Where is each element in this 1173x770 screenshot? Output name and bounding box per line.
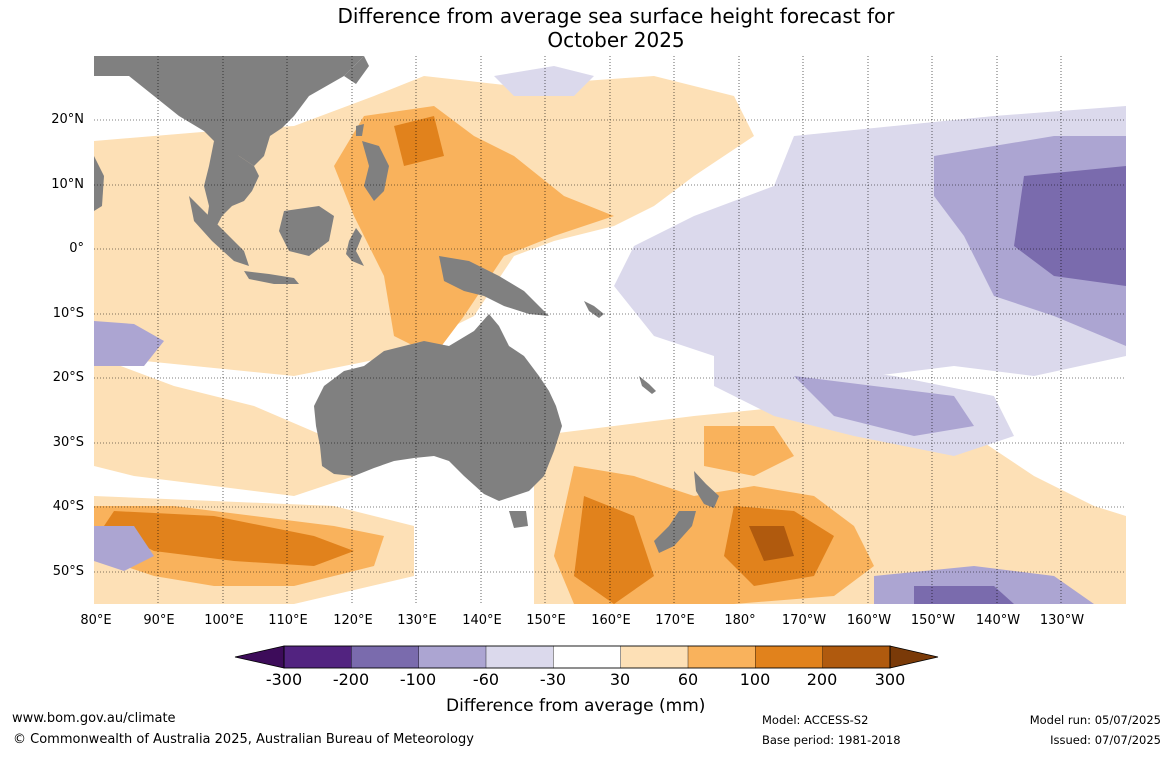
lon-label-90e: 90°E [143, 613, 175, 628]
asia-mainland [94, 56, 364, 166]
positive-anomaly-regions [94, 76, 1126, 604]
colorbar-tick: -300 [265, 670, 303, 689]
lat-label-30s: 30°S [52, 435, 84, 450]
borneo [279, 206, 334, 256]
lon-label-140w: 140°W [975, 613, 1021, 628]
new-guinea [439, 256, 549, 316]
taiwan [356, 124, 364, 136]
sea-surface-height-map [94, 56, 1126, 604]
colorbar-swatch [485, 645, 555, 669]
colorbar-extend-high [890, 646, 938, 668]
lat-label-20n: 20°N [51, 112, 84, 127]
issued-date: Issued: 07/07/2025 [1050, 733, 1161, 747]
lon-label-80e: 80°E [80, 613, 112, 628]
colorbar-tick: -30 [539, 670, 567, 689]
lon-label-150e: 150°E [526, 613, 566, 628]
colorbar-tick: 200 [806, 670, 838, 689]
lat-label-20s: 20°S [52, 370, 84, 385]
colorbar-tick: -200 [332, 670, 370, 689]
colorbar-title: Difference from average (mm) [446, 696, 706, 716]
map-title-line1: Difference from average sea surface heig… [337, 4, 895, 28]
land-masses [94, 56, 719, 553]
lon-label-130w: 130°W [1039, 613, 1085, 628]
colorbar-swatch [418, 645, 487, 669]
java [244, 271, 299, 284]
lon-label-150w: 150°W [910, 613, 956, 628]
indochina [204, 141, 259, 231]
colorbar-tick: 30 [609, 670, 631, 689]
indian-subcontinent-edge [94, 156, 104, 211]
model-name: Model: ACCESS-S2 [762, 713, 869, 727]
colorbar-swatch [553, 645, 622, 669]
base-period: Base period: 1981-2018 [762, 733, 901, 747]
lon-label-110e: 110°E [268, 613, 308, 628]
colorbar-tick: 300 [874, 670, 906, 689]
colorbar-tick: -60 [472, 670, 500, 689]
map-title-line2: October 2025 [547, 28, 685, 52]
lon-label-170w: 170°W [781, 613, 827, 628]
new-zealand-south [654, 511, 696, 553]
japan-fragment [344, 56, 369, 84]
lat-label-0: 0° [69, 241, 84, 256]
colorbar-swatch [620, 645, 689, 669]
colorbar-swatch [351, 645, 420, 669]
new-zealand-north [694, 471, 719, 508]
model-run-date: Model run: 05/07/2025 [1029, 713, 1161, 727]
lat-label-50s: 50°S [52, 564, 84, 579]
graticule [94, 56, 1126, 604]
lat-label-10n: 10°N [51, 177, 84, 192]
copyright-text: © Commonwealth of Australia 2025, Austra… [13, 732, 474, 747]
negative-anomaly-regions [94, 66, 1126, 604]
lon-label-160w: 160°W [846, 613, 892, 628]
colorbar-swatch [687, 645, 757, 669]
colorbar [234, 645, 939, 669]
lon-label-130e: 130°E [397, 613, 437, 628]
sulawesi [346, 228, 364, 266]
map-title: Difference from average sea surface heig… [0, 4, 1173, 52]
lat-label-40s: 40°S [52, 499, 84, 514]
website-link[interactable]: www.bom.gov.au/climate [12, 711, 176, 726]
colorbar-tick: -100 [399, 670, 437, 689]
colorbar-tick: 60 [677, 670, 699, 689]
lon-label-160e: 160°E [591, 613, 631, 628]
lat-label-10s: 10°S [52, 306, 84, 321]
colorbar-swatch [755, 645, 824, 669]
lon-label-180: 180° [724, 613, 756, 628]
new-caledonia [639, 376, 656, 394]
sumatra [189, 196, 249, 266]
lon-label-140e: 140°E [462, 613, 502, 628]
colorbar-swatch [283, 645, 353, 669]
colorbar-tick: 100 [739, 670, 771, 689]
lon-label-120e: 120°E [333, 613, 373, 628]
lon-label-100e: 100°E [204, 613, 244, 628]
colorbar-extend-low [235, 646, 284, 668]
tasmania [509, 511, 528, 528]
philippines [362, 141, 389, 201]
colorbar-swatch [822, 645, 891, 669]
australia [314, 314, 562, 501]
lon-label-170e: 170°E [655, 613, 695, 628]
